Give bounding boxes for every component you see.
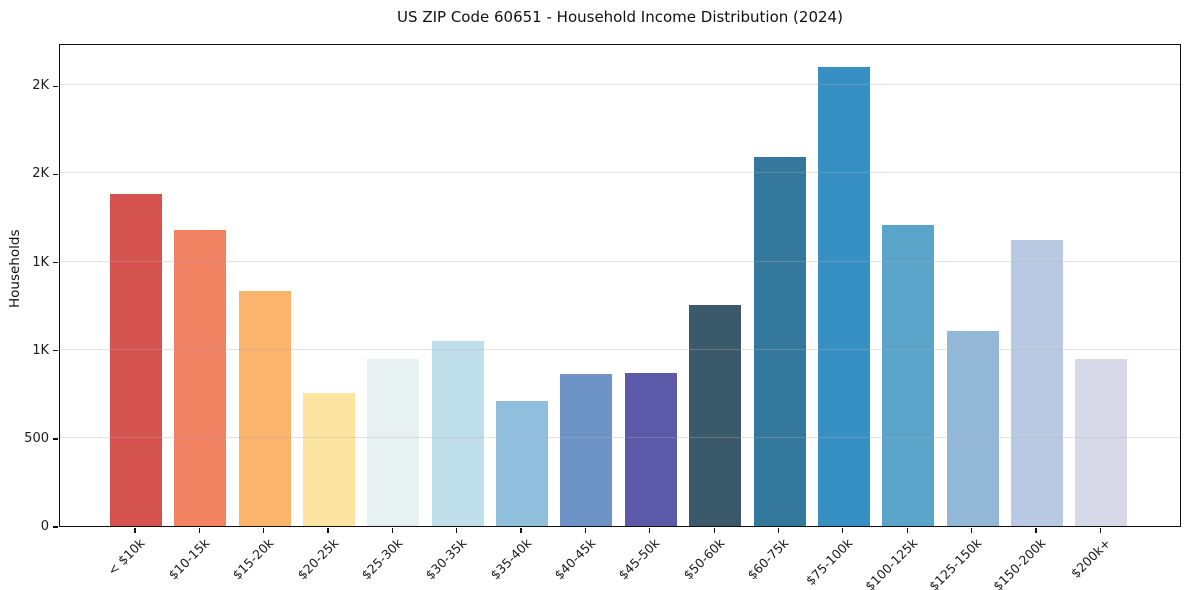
y-tick-mark xyxy=(53,526,58,528)
x-tick-label: $40-45k xyxy=(551,535,599,583)
x-tick-label: $25-30k xyxy=(358,535,406,583)
gridline xyxy=(60,84,1180,86)
bar-8 xyxy=(560,374,613,526)
bar-13 xyxy=(882,225,935,526)
y-tick-mark xyxy=(53,438,58,440)
gridline xyxy=(60,436,1180,438)
y-tick-label: 0 xyxy=(40,519,49,534)
bar-14 xyxy=(946,331,999,526)
bar-6 xyxy=(431,340,484,526)
y-tick-label: 2K xyxy=(32,166,49,182)
y-tick-label: 1K xyxy=(32,342,49,358)
x-tick-mark xyxy=(713,528,715,533)
x-tick-label: $10-15k xyxy=(165,535,213,583)
bar-4 xyxy=(303,392,356,526)
x-tick-label: $125-150k xyxy=(926,535,985,590)
x-tick-label: $15-20k xyxy=(229,535,277,583)
plot-area xyxy=(59,44,1181,527)
x-tick-label: $150-200k xyxy=(990,535,1049,590)
bar-2 xyxy=(174,229,227,526)
gridline xyxy=(60,348,1180,350)
x-tick-label: $50-60k xyxy=(680,535,728,583)
y-axis-label: Households xyxy=(7,229,23,308)
bar-10 xyxy=(689,304,742,526)
x-tick-mark xyxy=(456,528,458,533)
x-tick-label: $200k+ xyxy=(1067,535,1114,581)
x-tick-label: $60-75k xyxy=(744,535,792,583)
bar-15 xyxy=(1010,239,1063,526)
x-tick-label: $75-100k xyxy=(803,535,856,588)
x-tick-mark xyxy=(1099,528,1101,533)
bar-3 xyxy=(238,290,291,526)
gridline xyxy=(60,260,1180,262)
y-tick-mark xyxy=(53,261,58,264)
y-tick-label: 2K xyxy=(32,78,49,94)
x-tick-label: $100-125k xyxy=(861,535,921,590)
x-tick-label: $35-40k xyxy=(486,535,535,583)
x-tick-mark xyxy=(391,528,394,533)
x-tick-label: $30-35k xyxy=(422,535,470,583)
x-tick-mark xyxy=(520,528,522,533)
bar-1 xyxy=(110,193,162,526)
y-tick-mark xyxy=(53,173,58,176)
y-tick-label: 500 xyxy=(24,430,49,446)
bar-9 xyxy=(624,372,677,526)
bar-12 xyxy=(817,66,870,526)
x-tick-label: $20-25k xyxy=(293,535,341,583)
x-tick-label: $45-50k xyxy=(615,535,663,583)
y-tick-mark xyxy=(53,350,58,352)
bar-16 xyxy=(1075,359,1128,526)
x-tick-mark xyxy=(777,528,780,533)
x-tick-mark xyxy=(584,528,587,533)
gridline xyxy=(60,172,1180,174)
bar-5 xyxy=(367,359,420,526)
x-tick-mark xyxy=(134,528,136,533)
x-tick-mark xyxy=(842,528,844,533)
chart-title: US ZIP Code 60651 - Household Income Dis… xyxy=(397,8,843,26)
x-tick-mark xyxy=(906,528,908,533)
x-tick-mark xyxy=(970,528,973,533)
x-tick-mark xyxy=(1035,528,1037,533)
x-tick-mark xyxy=(263,528,265,533)
bar-11 xyxy=(753,156,806,526)
x-tick-mark xyxy=(649,528,651,533)
x-tick-label: < $10k xyxy=(105,535,148,579)
bar-7 xyxy=(496,400,549,526)
x-tick-mark xyxy=(327,528,329,533)
y-tick-label: 1K xyxy=(32,254,49,270)
x-tick-mark xyxy=(198,528,200,533)
y-tick-mark xyxy=(53,85,58,87)
